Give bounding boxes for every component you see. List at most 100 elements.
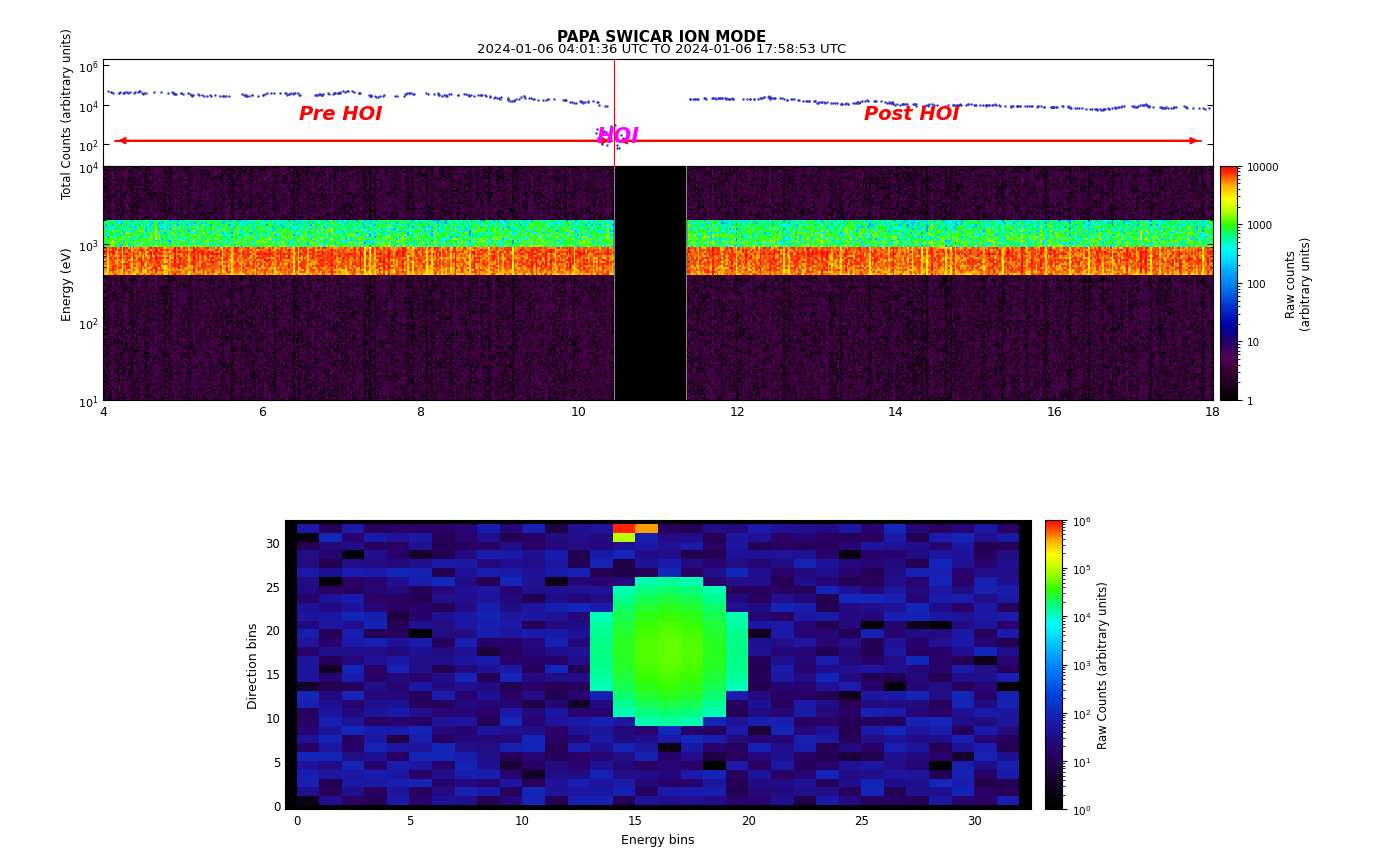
Point [881, 96, 903, 110]
Point [1152, 102, 1174, 116]
Point [595, 100, 617, 114]
Point [570, 96, 593, 110]
Point [937, 99, 959, 113]
Point [434, 90, 456, 103]
Point [513, 90, 535, 103]
Point [328, 87, 350, 101]
Point [719, 92, 741, 106]
Point [1040, 101, 1062, 115]
Point [116, 86, 138, 100]
Point [196, 90, 218, 103]
Point [514, 91, 536, 105]
Point [305, 89, 327, 102]
Point [776, 94, 798, 108]
Point [569, 96, 591, 109]
Point [130, 85, 152, 99]
Point [904, 98, 926, 112]
Point [423, 88, 445, 102]
Point [882, 97, 904, 111]
Point [1043, 102, 1065, 115]
Point [1060, 101, 1082, 115]
Point [896, 98, 918, 112]
Point [395, 88, 418, 102]
Point [171, 87, 193, 101]
Point [102, 87, 124, 101]
Point [236, 90, 258, 103]
Point [836, 98, 858, 112]
Point [905, 100, 927, 114]
Point [736, 93, 758, 107]
Point [780, 93, 802, 107]
Point [161, 86, 183, 100]
Point [798, 96, 820, 109]
Point [278, 88, 300, 102]
Point [340, 85, 362, 99]
Point [823, 96, 845, 110]
Point [1133, 99, 1155, 113]
Point [101, 86, 123, 100]
Point [349, 87, 371, 101]
Point [1009, 100, 1031, 114]
Point [124, 86, 146, 100]
Point [114, 86, 136, 100]
Point [182, 89, 204, 102]
Point [876, 96, 898, 110]
Point [838, 97, 860, 111]
Point [398, 87, 420, 101]
Point [715, 92, 737, 106]
Point [99, 86, 121, 100]
Point [255, 89, 277, 102]
Point [595, 127, 617, 140]
Point [329, 86, 351, 100]
Point [278, 88, 300, 102]
Point [865, 95, 887, 108]
Point [984, 98, 1006, 112]
Point [434, 89, 456, 102]
Point [977, 99, 999, 113]
Point [864, 96, 886, 109]
Point [590, 123, 612, 137]
Point [701, 92, 723, 106]
Point [554, 94, 576, 108]
Point [360, 90, 382, 104]
X-axis label: Energy bins: Energy bins [621, 833, 695, 846]
Point [1042, 101, 1064, 115]
Point [1040, 101, 1062, 115]
Point [438, 88, 460, 102]
Point [520, 91, 542, 105]
Point [287, 88, 309, 102]
Point [854, 95, 876, 108]
Point [181, 90, 203, 103]
Point [460, 90, 482, 103]
Point [360, 90, 382, 103]
Point [307, 88, 329, 102]
Point [1002, 100, 1024, 114]
Point [1009, 100, 1031, 114]
Point [128, 85, 150, 99]
Point [259, 87, 281, 101]
Point [1152, 102, 1174, 115]
Point [1133, 99, 1155, 113]
Point [586, 123, 608, 137]
Point [276, 89, 298, 102]
Point [1177, 102, 1199, 115]
Point [248, 90, 270, 103]
Point [994, 100, 1016, 114]
Y-axis label: Raw counts
(arbitrary units): Raw counts (arbitrary units) [1286, 237, 1313, 331]
Point [489, 93, 511, 107]
Point [1098, 102, 1120, 116]
Point [1094, 102, 1116, 116]
Point [704, 92, 726, 106]
Point [192, 89, 214, 102]
Point [1112, 100, 1134, 114]
Point [1142, 101, 1164, 115]
Point [349, 87, 371, 101]
Point [1192, 102, 1214, 116]
Point [1155, 102, 1177, 115]
Point [1051, 100, 1073, 114]
Point [553, 94, 575, 108]
Point [1137, 100, 1159, 114]
Point [679, 93, 701, 107]
Point [612, 132, 634, 146]
Point [740, 93, 762, 107]
